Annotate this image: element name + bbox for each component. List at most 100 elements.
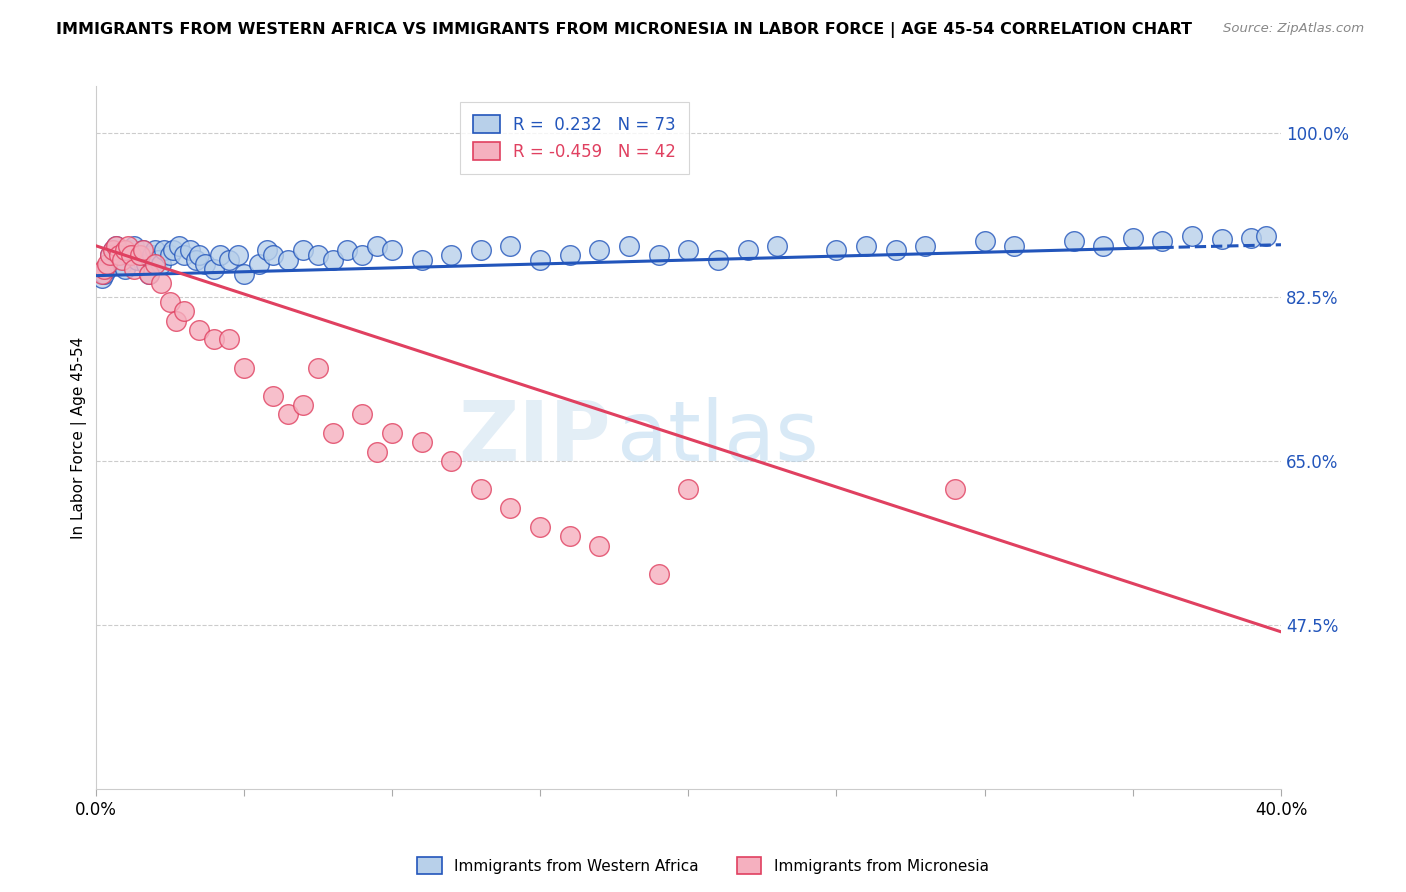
Point [226, 248, 249, 262]
Point [381, 244, 404, 258]
Point [1063, 234, 1085, 248]
Point [1256, 229, 1278, 244]
Point [411, 252, 433, 267]
Point [122, 238, 145, 252]
Point [529, 252, 551, 267]
Point [143, 257, 166, 271]
Point [647, 566, 669, 581]
Point [138, 267, 160, 281]
Point [277, 408, 299, 422]
Point [262, 248, 284, 262]
Y-axis label: In Labor Force | Age 45-54: In Labor Force | Age 45-54 [72, 336, 87, 539]
Point [352, 408, 374, 422]
Point [1092, 238, 1115, 252]
Point [117, 248, 139, 262]
Point [1211, 232, 1233, 246]
Point [232, 267, 254, 281]
Point [499, 238, 522, 252]
Point [352, 248, 374, 262]
Point [678, 483, 700, 497]
Point [292, 244, 315, 258]
Point [132, 244, 155, 258]
Point [159, 294, 181, 309]
Point [336, 244, 359, 258]
Legend: Immigrants from Western Africa, Immigrants from Micronesia: Immigrants from Western Africa, Immigran… [412, 851, 994, 880]
Point [1181, 229, 1204, 244]
Point [678, 244, 700, 258]
Point [120, 244, 142, 258]
Point [1152, 234, 1174, 248]
Point [117, 238, 139, 252]
Point [558, 529, 581, 543]
Point [277, 252, 299, 267]
Point [96, 262, 118, 277]
Point [1240, 231, 1263, 245]
Point [105, 238, 128, 252]
Point [232, 360, 254, 375]
Point [188, 248, 211, 262]
Point [647, 248, 669, 262]
Point [202, 332, 225, 346]
Point [202, 262, 225, 277]
Point [218, 332, 240, 346]
Point [884, 244, 907, 258]
Point [114, 244, 136, 258]
Point [152, 244, 174, 258]
Point [194, 257, 217, 271]
Point [138, 267, 160, 281]
Point [143, 244, 166, 258]
Point [93, 267, 115, 281]
Point [108, 252, 131, 267]
Point [120, 248, 142, 262]
Point [179, 244, 201, 258]
Point [100, 248, 122, 262]
Point [322, 252, 344, 267]
Point [108, 248, 131, 262]
Point [499, 501, 522, 516]
Point [103, 244, 125, 258]
Point [218, 252, 240, 267]
Point [440, 248, 463, 262]
Point [262, 389, 284, 403]
Point [111, 252, 134, 267]
Point [105, 238, 128, 252]
Point [307, 248, 329, 262]
Text: ZIP: ZIP [458, 397, 612, 478]
Point [165, 313, 187, 327]
Point [707, 252, 730, 267]
Point [440, 454, 463, 468]
Point [737, 244, 759, 258]
Point [381, 426, 404, 441]
Legend: R =  0.232   N = 73, R = -0.459   N = 42: R = 0.232 N = 73, R = -0.459 N = 42 [460, 102, 689, 174]
Point [208, 248, 231, 262]
Point [588, 539, 610, 553]
Point [90, 267, 112, 281]
Point [588, 244, 610, 258]
Point [186, 252, 208, 267]
Point [125, 252, 148, 267]
Text: atlas: atlas [617, 397, 818, 478]
Point [558, 248, 581, 262]
Point [132, 244, 155, 258]
Point [855, 238, 877, 252]
Text: Source: ZipAtlas.com: Source: ZipAtlas.com [1223, 22, 1364, 36]
Point [825, 244, 848, 258]
Point [411, 435, 433, 450]
Point [307, 360, 329, 375]
Point [167, 238, 190, 252]
Text: IMMIGRANTS FROM WESTERN AFRICA VS IMMIGRANTS FROM MICRONESIA IN LABOR FORCE | AG: IMMIGRANTS FROM WESTERN AFRICA VS IMMIGR… [56, 22, 1192, 38]
Point [135, 257, 157, 271]
Point [129, 248, 152, 262]
Point [973, 234, 995, 248]
Point [617, 238, 640, 252]
Point [292, 398, 315, 412]
Point [470, 244, 492, 258]
Point [914, 238, 936, 252]
Point [149, 276, 172, 290]
Point [366, 445, 388, 459]
Point [159, 248, 181, 262]
Point [93, 262, 115, 277]
Point [173, 304, 195, 318]
Point [129, 248, 152, 262]
Point [1002, 238, 1025, 252]
